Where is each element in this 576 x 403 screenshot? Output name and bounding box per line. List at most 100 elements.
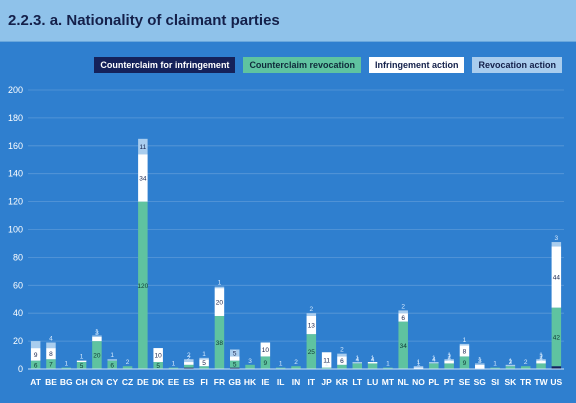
data-label: 4 (49, 335, 53, 342)
bar-counterclaim-revocation (168, 367, 179, 369)
x-tick-label: IT (308, 377, 316, 387)
x-tick-label: ES (183, 377, 195, 387)
data-label: 3 (478, 358, 482, 365)
data-label: 4 (432, 356, 436, 363)
bar-revocation-action (352, 362, 363, 364)
bar-infringement-action (92, 336, 102, 342)
data-label: 9 (463, 360, 467, 367)
bar-counterclaim-revocation (138, 201, 148, 369)
y-tick-label: 100 (8, 225, 23, 235)
x-tick-label: CY (106, 377, 118, 387)
bar-counterclaim-revocation (260, 356, 271, 369)
x-tick-label: FR (214, 377, 225, 387)
x-tick-label: US (550, 377, 562, 387)
bar-counterclaim-revocation (459, 356, 470, 369)
data-label: 5 (233, 350, 237, 357)
x-tick-label: KR (336, 377, 348, 387)
x-tick-label: CH (75, 377, 87, 387)
data-label: 2 (524, 359, 528, 366)
bar-infringement-action (321, 352, 332, 368)
bar-revocation-action (536, 359, 546, 361)
data-label: 5 (80, 363, 84, 370)
bar-infringement-action (46, 348, 56, 360)
bar-infringement-action (459, 345, 470, 357)
data-label: 1 (279, 361, 283, 368)
data-label: 5 (156, 363, 160, 370)
bar-infringement-action (76, 360, 87, 363)
data-label: 1 (432, 355, 436, 362)
data-label: 2 (509, 359, 513, 366)
bar-counterclaim-revocation (122, 366, 133, 369)
data-label: 38 (216, 340, 224, 347)
x-tick-label: HK (244, 377, 257, 387)
data-label: 20 (216, 300, 224, 307)
data-label: 6 (340, 358, 344, 365)
data-label: 2 (340, 347, 344, 354)
bar-counterclaim-revocation (551, 307, 562, 367)
bar-infringement-action (551, 246, 562, 308)
data-label: 3 (233, 349, 237, 356)
bar-infringement-action (306, 315, 317, 335)
bar-counterclaim-revocation (490, 367, 500, 369)
bar-revocation-action (107, 359, 117, 361)
y-tick-label: 200 (8, 85, 23, 95)
x-tick-label: SE (459, 377, 471, 387)
data-label: 3 (340, 358, 344, 365)
x-tick-label: GB (228, 377, 241, 387)
bar-counterclaim-revocation (46, 359, 56, 369)
data-label: 4 (447, 356, 451, 363)
bar-counterclaim-revocation (352, 363, 363, 369)
y-tick-label: 180 (8, 113, 23, 123)
data-label: 2 (187, 355, 191, 362)
data-label: 10 (155, 353, 163, 360)
data-label: 1 (417, 361, 421, 368)
bar-revocation-action (444, 359, 454, 361)
data-label: 1 (371, 355, 375, 362)
data-label: 2 (294, 359, 298, 366)
bar-revocation-action (337, 353, 347, 357)
x-tick-label: SG (474, 377, 487, 387)
bar-counterclaim-revocation (398, 321, 408, 369)
data-label: 1 (386, 361, 390, 368)
bar-counterclaim-revocation (229, 360, 240, 368)
bar-counterclaim-revocation (520, 366, 531, 369)
data-label: 4 (539, 356, 543, 363)
y-tick-label: 60 (13, 280, 23, 290)
bar-counterclaim-infringement (551, 366, 562, 369)
x-tick-label: CZ (122, 377, 133, 387)
legend-counterclaim-infringement: Counterclaim for infringement (94, 57, 236, 73)
y-tick-label: 160 (8, 141, 23, 151)
x-tick-label: SI (491, 377, 499, 387)
x-tick-label: PL (428, 377, 439, 387)
bar-infringement-action (337, 356, 347, 365)
x-tick-label: NL (398, 377, 409, 387)
bar-infringement-action (229, 356, 240, 361)
legend-counterclaim-revocation: Counterclaim revocation (243, 57, 361, 73)
data-label: 1 (64, 361, 68, 368)
data-label: 2 (126, 359, 130, 366)
title-bar: 2.2.3. a. Nationality of claimant partie… (0, 0, 576, 42)
data-label: 1 (478, 356, 482, 363)
x-tick-label: NO (412, 377, 425, 387)
bar-counterclaim-revocation (245, 364, 255, 369)
data-label: 1 (539, 352, 543, 359)
data-label: 1 (447, 352, 451, 359)
data-label: 34 (139, 175, 147, 182)
x-tick-label: BE (45, 377, 57, 387)
bar-revocation-action (92, 335, 102, 337)
bar-infringement-action (413, 367, 424, 369)
x-tick-label: IL (277, 377, 285, 387)
bar-counterclaim-revocation (444, 363, 454, 369)
y-tick-label: 40 (13, 308, 23, 318)
data-label: 10 (262, 347, 270, 354)
data-label: 1 (417, 359, 421, 366)
y-tick-label: 140 (8, 169, 23, 179)
bar-counterclaim-revocation (153, 362, 163, 369)
bar-counterclaim-revocation (61, 367, 72, 369)
data-label: 1 (355, 355, 359, 362)
bar-infringement-action (214, 288, 225, 316)
x-tick-label: MT (382, 377, 395, 387)
bar-counterclaim-infringement (229, 367, 240, 369)
data-label: 5 (202, 360, 206, 367)
